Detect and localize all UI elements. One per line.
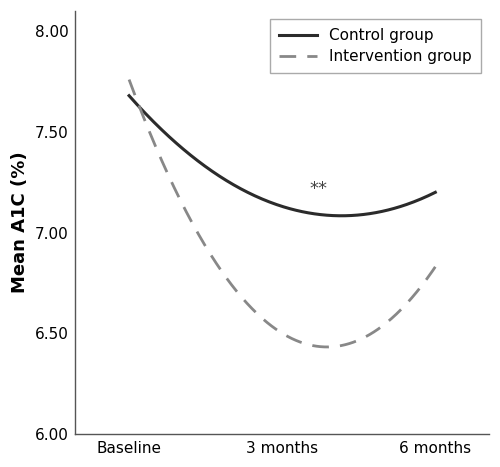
- Intervention group: [404, 300, 410, 305]
- Y-axis label: Mean A1C (%): Mean A1C (%): [11, 152, 29, 293]
- Intervention group: [308, 342, 314, 348]
- Control group: [126, 93, 132, 99]
- Control group: [432, 190, 438, 195]
- Intervention group: [308, 342, 314, 348]
- Control group: [308, 211, 314, 216]
- Intervention group: [324, 344, 330, 350]
- Control group: [314, 211, 320, 217]
- Control group: [338, 213, 344, 219]
- Legend: Control group, Intervention group: Control group, Intervention group: [270, 19, 481, 73]
- Intervention group: [432, 264, 438, 269]
- Control group: [404, 201, 410, 207]
- Intervention group: [126, 77, 132, 82]
- Line: Intervention group: Intervention group: [129, 79, 436, 347]
- Intervention group: [127, 79, 133, 85]
- Intervention group: [314, 343, 320, 349]
- Intervention group: [385, 318, 391, 324]
- Control group: [385, 207, 391, 213]
- Text: **: **: [310, 180, 328, 198]
- Line: Control group: Control group: [129, 96, 436, 216]
- Control group: [127, 94, 133, 99]
- Control group: [308, 211, 314, 216]
